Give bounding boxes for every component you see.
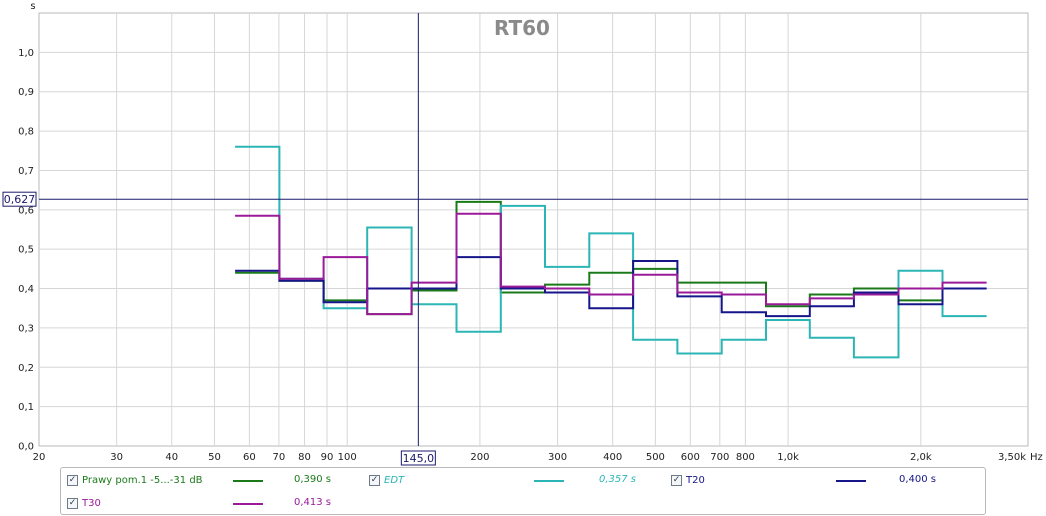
y-axis-ticks: 0,0 0,1 0,2 0,3 0,4 0,5 0,6 0,7 0,8 0,9 1,0 — [18, 48, 34, 453]
legend-swatch-t20 — [836, 480, 866, 482]
x-tick-label: 20 — [33, 452, 46, 463]
x-tick-label: 2,0k — [910, 452, 932, 463]
x-tick-label: 80 — [298, 452, 311, 463]
legend: ✓ Prawy pom.1 -5...-31 dB 0,390 s ✓ EDT … — [60, 467, 986, 515]
y-axis-unit: s — [30, 1, 35, 12]
legend-value-t20: 0,400 s — [899, 474, 937, 485]
x-tick-label: 30 — [110, 452, 123, 463]
legend-label-prawy: Prawy pom.1 -5...-31 dB — [82, 474, 203, 486]
x-tick-label: 800 — [736, 452, 755, 463]
x-tick-label: 70 — [273, 452, 286, 463]
legend-checkbox-edt[interactable]: ✓ — [369, 474, 380, 486]
y-tick-label: 0,3 — [18, 323, 34, 334]
y-tick-label: 0,7 — [18, 166, 34, 177]
legend-swatch-edt — [534, 480, 564, 482]
legend-item-prawy[interactable]: ✓ Prawy pom.1 -5...-31 dB — [67, 471, 203, 489]
grid — [39, 13, 1028, 446]
cursor-y-label: 0,627 — [4, 193, 36, 206]
legend-value-prawy: 0,390 s — [294, 474, 332, 485]
legend-label-t30: T30 — [82, 497, 101, 509]
y-tick-label: 0,8 — [18, 127, 34, 138]
y-tick-label: 0,5 — [18, 245, 34, 256]
cursor[interactable]: 145,0 0,627 — [2, 13, 1028, 466]
cursor-x-label: 145,0 — [403, 452, 435, 465]
legend-checkbox-t30[interactable]: ✓ — [67, 497, 78, 509]
legend-item-edt[interactable]: ✓ EDT — [369, 471, 404, 489]
legend-checkbox-prawy[interactable]: ✓ — [67, 474, 78, 486]
legend-swatch-prawy — [233, 480, 263, 482]
cursor-x-label-box — [400, 450, 436, 466]
x-tick-label: 3,50k — [998, 452, 1026, 463]
x-tick-label: 700 — [710, 452, 729, 463]
x-tick-label: 100 — [338, 452, 357, 463]
legend-item-t20[interactable]: ✓ T20 — [671, 471, 705, 489]
y-tick-label: 0,1 — [18, 402, 34, 413]
x-axis-unit: Hz — [1030, 452, 1043, 463]
cursor-y-label-box — [2, 191, 37, 207]
series-group — [235, 145, 987, 359]
x-tick-label: 200 — [470, 452, 489, 463]
plot-frame — [38, 12, 1029, 447]
y-tick-label: 0,6 — [18, 205, 34, 216]
legend-value-t30: 0,413 s — [294, 497, 332, 508]
legend-swatch-t30 — [233, 503, 263, 505]
x-tick-label: 50 — [208, 452, 221, 463]
legend-value-edt: 0,357 s — [599, 474, 637, 485]
legend-label-t20: T20 — [686, 474, 705, 486]
x-tick-label: 300 — [548, 452, 567, 463]
x-tick-label: 600 — [681, 452, 700, 463]
y-tick-label: 0,0 — [18, 442, 34, 453]
rt60-chart[interactable]: 0,0 0,1 0,2 0,3 0,4 0,5 0,6 0,7 0,8 0,9 1,0 20 30 40… — [0, 0, 1046, 466]
legend-checkbox-t20[interactable]: ✓ — [671, 474, 682, 486]
legend-item-t30[interactable]: ✓ T30 — [67, 494, 101, 512]
y-tick-label: 0,4 — [18, 284, 34, 295]
x-tick-label: 90 — [321, 452, 334, 463]
y-tick-label: 0,2 — [18, 363, 34, 374]
chart-title: RT60 — [494, 16, 550, 40]
x-tick-label: 400 — [603, 452, 622, 463]
x-tick-label: 40 — [165, 452, 178, 463]
x-tick-label: 500 — [646, 452, 665, 463]
legend-label-edt: EDT — [384, 474, 405, 486]
x-axis-ticks: 20 30 40 50 60 70 80 90 100 200 300 400 500 600 700 800… — [33, 452, 1027, 463]
x-tick-label: 1,0k — [777, 452, 799, 463]
x-tick-label: 60 — [243, 452, 256, 463]
y-tick-label: 0,9 — [18, 87, 34, 98]
y-tick-label: 1,0 — [18, 48, 34, 59]
series-line-3 — [235, 212, 987, 316]
